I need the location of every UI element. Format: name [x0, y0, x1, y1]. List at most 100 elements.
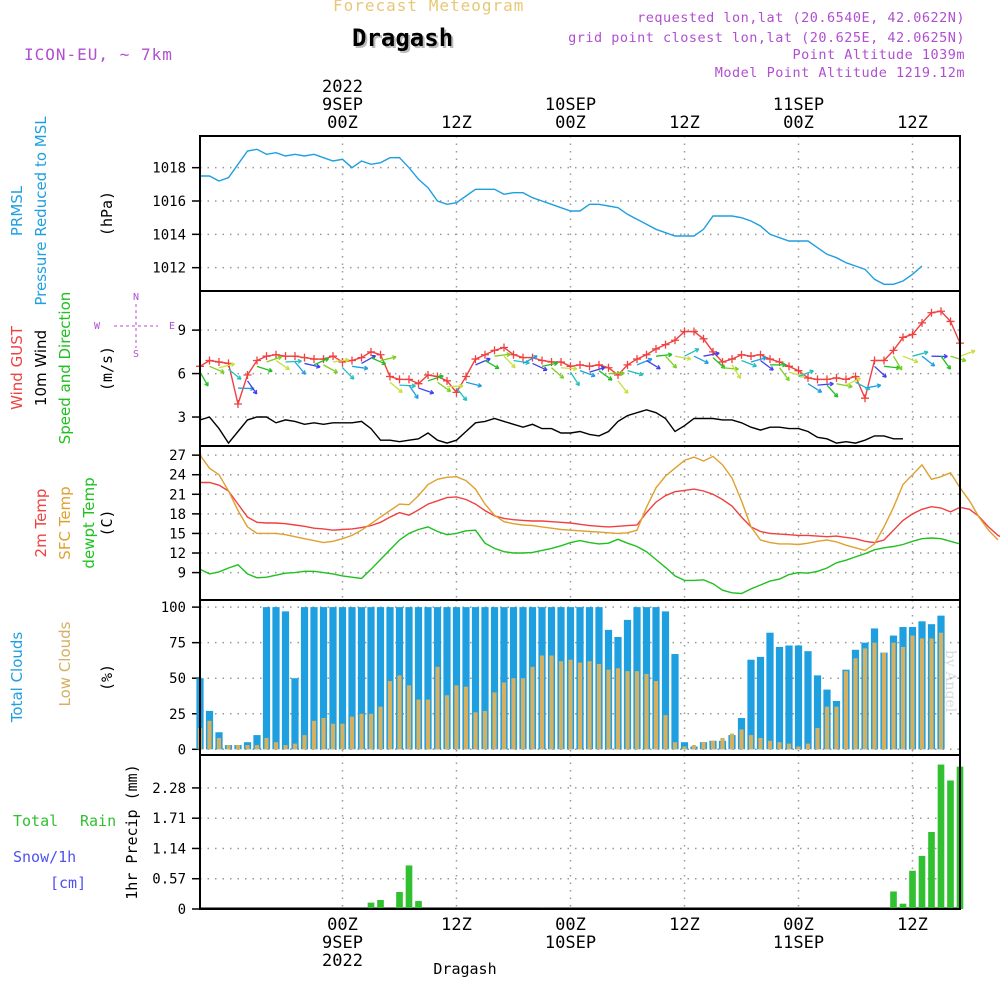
y-tick-label: 21	[169, 487, 186, 503]
wind-direction-arrow	[569, 371, 580, 386]
y-tick-label: 18	[169, 507, 186, 523]
y-tick-label: 27	[169, 448, 186, 464]
wind-arrow-head	[647, 357, 653, 363]
panel-pressure: 1012 1014 1016 1018 (hPa)	[98, 135, 961, 292]
bar-low-clouds	[881, 652, 887, 750]
bar-low-clouds	[558, 661, 564, 750]
wind-arrow-head	[623, 389, 629, 395]
wind-arrow-head	[715, 351, 720, 357]
bar-low-clouds	[416, 699, 421, 750]
y-tick-label: 1014	[152, 227, 186, 243]
gust-marker	[538, 356, 546, 365]
bar-rain	[928, 832, 935, 909]
panel-precip: 0 0.57 1.14 1.71 2.28 1hr Precip (mm)	[123, 754, 964, 918]
bar-low-clouds	[501, 682, 507, 750]
wind-arrow-head	[277, 355, 283, 361]
bar-low-clouds	[340, 723, 345, 750]
grid-point-coords: grid point closest lon,lat (20.625E, 42.…	[568, 30, 965, 46]
y-tick-label: 1.71	[152, 811, 186, 827]
gust-marker	[490, 346, 499, 355]
compass-s: S	[133, 349, 139, 360]
bar-total-clouds	[348, 607, 356, 750]
time-bottom-hour: 12Z	[669, 915, 700, 935]
bar-total-clouds	[671, 654, 679, 750]
gust-marker	[234, 399, 242, 408]
gust-marker	[899, 333, 907, 342]
time-top-hour: 12Z	[897, 113, 928, 133]
label-total: Total	[13, 812, 58, 830]
series-dewpt-temp	[199, 526, 961, 595]
wind-arrow-head	[943, 353, 948, 359]
wind-arrow-head	[285, 365, 290, 371]
wind-arrow-head	[220, 369, 225, 374]
bar-total-clouds	[481, 607, 489, 750]
y-tick-label: 15	[169, 526, 186, 542]
bar-total-clouds	[794, 645, 803, 750]
wind-arrow-head	[439, 374, 444, 380]
wind-arrow-head	[204, 381, 209, 387]
gust-marker	[595, 360, 603, 369]
wind-arrow-head	[876, 383, 882, 389]
bar-low-clouds	[625, 671, 630, 750]
wind-direction-arrow	[826, 384, 839, 398]
gust-marker	[794, 366, 803, 375]
gust-marker	[357, 353, 366, 362]
gust-marker	[215, 357, 223, 366]
gust-marker	[443, 376, 451, 385]
wind-direction-arrow	[266, 356, 282, 363]
bar-low-clouds	[273, 742, 279, 750]
wind-arrow-head	[573, 366, 578, 372]
wind-arrow-head	[414, 394, 419, 400]
wind-arrow-head	[506, 352, 511, 358]
bar-rain	[396, 892, 403, 909]
wind-direction-arrow	[646, 359, 661, 370]
bar-low-clouds	[663, 715, 668, 750]
bar-total-clouds	[291, 678, 299, 750]
gust-marker	[395, 375, 404, 384]
bar-low-clouds	[796, 746, 801, 750]
gust-marker	[262, 352, 271, 361]
wind-direction-arrow	[522, 355, 538, 365]
bar-low-clouds	[311, 720, 317, 750]
time-bottom-hour: 00Z	[555, 915, 586, 935]
wind-direction-arrow	[921, 355, 936, 367]
wind-arrow-head	[477, 382, 482, 388]
wind-direction-arrow	[465, 381, 482, 387]
gust-marker	[300, 353, 309, 362]
gust-marker	[918, 318, 926, 327]
bar-total-clouds	[756, 656, 765, 750]
bar-low-clouds	[283, 745, 288, 750]
label-low-clouds: Low Clouds	[56, 621, 74, 706]
wind-direction-arrow	[285, 360, 302, 363]
wind-arrow-head	[230, 362, 235, 368]
wind-direction-arrow	[313, 357, 329, 366]
wind-arrow-head	[882, 373, 887, 378]
wind-arrow-head	[923, 350, 929, 356]
y-tick-label: 12	[169, 546, 186, 562]
gust-marker	[424, 371, 432, 380]
gust-marker	[338, 357, 347, 366]
footer-label: Dragash	[433, 960, 496, 978]
bar-low-clouds	[321, 718, 326, 750]
label-snow-unit: [cm]	[50, 874, 86, 892]
label-wind-speed-dir: Speed and Direction	[56, 292, 74, 445]
bar-low-clouds	[264, 737, 269, 750]
y-tick-label: 1016	[152, 194, 186, 210]
panel-wind: 3 6 9 (m/s)	[98, 290, 976, 447]
wind-direction-arrow	[399, 384, 416, 387]
label-total-clouds: Total Clouds	[8, 632, 26, 724]
wind-direction-arrow	[598, 370, 613, 381]
wind-direction-arrow	[712, 357, 726, 369]
bar-rain	[890, 891, 897, 909]
wind-arrow-head	[252, 389, 258, 395]
series-2m-temp	[200, 481, 1000, 544]
wind-direction-arrow	[778, 367, 790, 381]
wind-arrow-head	[268, 367, 273, 373]
bar-total-clouds	[813, 675, 822, 750]
bar-rain	[899, 903, 907, 909]
label-rain: Rain	[80, 812, 116, 830]
gust-marker	[661, 340, 670, 349]
gust-marker	[813, 375, 822, 384]
wind-arrow-head	[833, 393, 839, 398]
bar-rain	[405, 865, 413, 909]
